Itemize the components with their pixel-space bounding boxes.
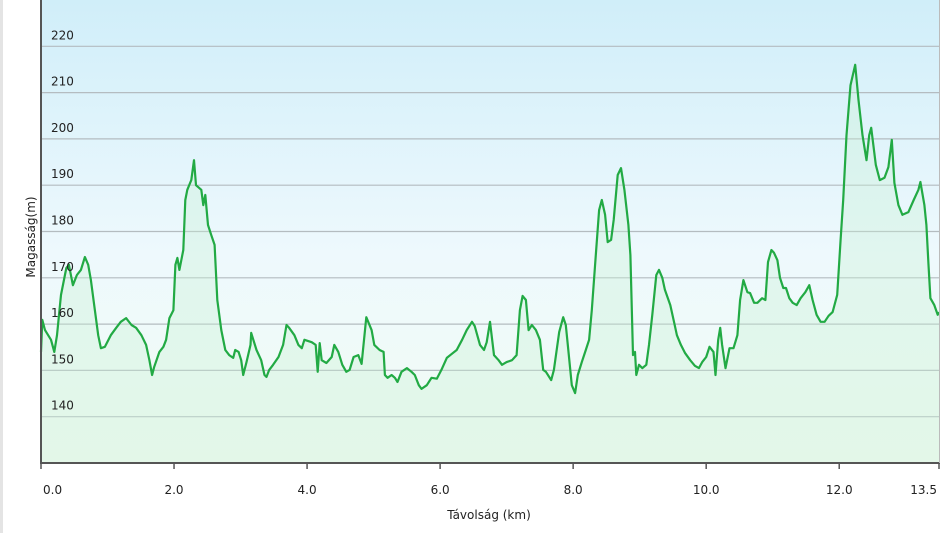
y-axis-title: Magasság(m) <box>24 196 38 277</box>
y-tick-label: 150 <box>51 352 74 366</box>
y-tick-label: 220 <box>51 28 74 42</box>
y-tick-label: 200 <box>51 121 74 135</box>
x-tick-label: 8.0 <box>564 483 583 497</box>
x-tick-label: 10.0 <box>693 483 720 497</box>
x-tick-label: 12.0 <box>826 483 853 497</box>
chart-svg: 140 150 160 170 180 190 200 210 220 0.0 2.0 4.0 6.0… <box>24 0 940 522</box>
y-tick-label: 180 <box>51 214 74 228</box>
y-tick-label: 210 <box>51 75 74 89</box>
x-tick-label: 2.0 <box>164 483 183 497</box>
y-axis-ticks: 140 150 160 170 180 190 200 210 220 <box>51 28 74 412</box>
y-tick-label: 170 <box>51 260 74 274</box>
x-tick-label: 6.0 <box>431 483 450 497</box>
x-tick-label: 0.0 <box>43 483 62 497</box>
x-tick-label: 13.5 <box>910 483 937 497</box>
y-tick-label: 140 <box>51 399 74 413</box>
elevation-line <box>39 63 940 395</box>
x-axis-ticks: 0.0 2.0 4.0 6.0 8.0 10.0 12.0 13.5 <box>40 463 940 497</box>
y-tick-label: 190 <box>51 167 74 181</box>
x-axis-title: Távolság (km) <box>446 508 531 522</box>
x-tick-label: 4.0 <box>298 483 317 497</box>
y-tick-label: 160 <box>51 306 74 320</box>
